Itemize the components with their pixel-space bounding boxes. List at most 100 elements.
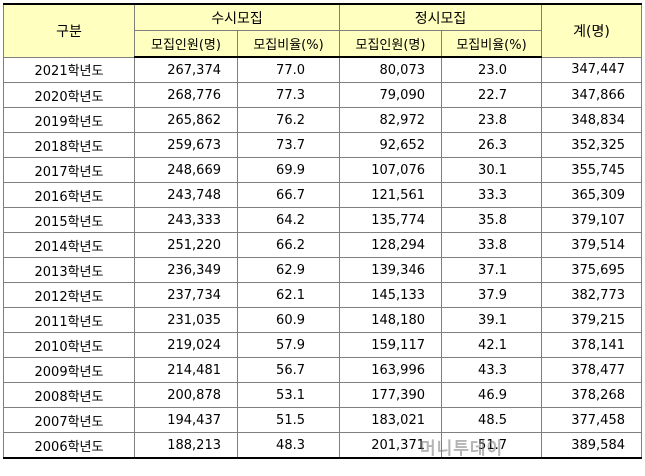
admissions-table: 구분 수시모집 정시모집 계(명) 모집인원(명) 모집비율(%) 모집인원(명… [3, 3, 642, 459]
table-row: 2014학년도 251,220 66.2 128,294 33.8 379,514 [3, 232, 642, 258]
cell-regular-count: 80,073 [339, 56, 442, 83]
table-row: 2006학년도 188,213 48.3 201,371 51.7 389,584 [3, 432, 642, 459]
cell-total: 347,866 [541, 82, 642, 108]
cell-early-count: 231,035 [134, 307, 238, 333]
table-row: 2016학년도 243,748 66.7 121,561 33.3 365,309 [3, 182, 642, 208]
table-row: 2019학년도 265,862 76.2 82,972 23.8 348,834 [3, 107, 642, 133]
cell-year: 2019학년도 [3, 107, 135, 133]
cell-early-count: 194,437 [134, 407, 238, 433]
cell-year: 2018학년도 [3, 132, 135, 158]
cell-year: 2017학년도 [3, 157, 135, 183]
cell-regular-count: 128,294 [339, 232, 442, 258]
cell-regular-rate: 37.9 [441, 282, 542, 308]
admissions-table-container: 구분 수시모집 정시모집 계(명) 모집인원(명) 모집비율(%) 모집인원(명… [3, 3, 642, 459]
cell-regular-count: 148,180 [339, 307, 442, 333]
cell-total: 378,477 [541, 357, 642, 383]
cell-early-rate: 73.7 [237, 132, 340, 158]
cell-early-rate: 48.3 [237, 432, 340, 459]
cell-early-count: 236,349 [134, 257, 238, 283]
table-row: 2018학년도 259,673 73.7 92,652 26.3 352,325 [3, 132, 642, 158]
table-row: 2021학년도 267,374 77.0 80,073 23.0 347,447 [3, 56, 642, 83]
table-row: 2010학년도 219,024 57.9 159,117 42.1 378,141 [3, 332, 642, 358]
cell-regular-count: 92,652 [339, 132, 442, 158]
header-early-rate: 모집비율(%) [237, 30, 340, 58]
cell-total: 378,268 [541, 382, 642, 408]
table-header: 구분 수시모집 정시모집 계(명) 모집인원(명) 모집비율(%) 모집인원(명… [3, 3, 642, 58]
cell-early-count: 243,333 [134, 207, 238, 233]
cell-regular-rate: 43.3 [441, 357, 542, 383]
cell-regular-count: 82,972 [339, 107, 442, 133]
cell-regular-count: 107,076 [339, 157, 442, 183]
cell-regular-rate: 39.1 [441, 307, 542, 333]
cell-year: 2020학년도 [3, 82, 135, 108]
table-row: 2008학년도 200,878 53.1 177,390 46.9 378,268 [3, 382, 642, 408]
cell-early-count: 268,776 [134, 82, 238, 108]
cell-early-rate: 60.9 [237, 307, 340, 333]
cell-total: 377,458 [541, 407, 642, 433]
cell-regular-count: 183,021 [339, 407, 442, 433]
cell-year: 2021학년도 [3, 56, 135, 83]
cell-early-rate: 57.9 [237, 332, 340, 358]
cell-year: 2014학년도 [3, 232, 135, 258]
cell-year: 2013학년도 [3, 257, 135, 283]
table-row: 2015학년도 243,333 64.2 135,774 35.8 379,107 [3, 207, 642, 233]
cell-regular-rate: 48.5 [441, 407, 542, 433]
header-regular-rate: 모집비율(%) [441, 30, 542, 58]
cell-early-count: 243,748 [134, 182, 238, 208]
cell-regular-rate: 26.3 [441, 132, 542, 158]
header-regular-admission: 정시모집 [339, 3, 542, 31]
cell-regular-rate: 42.1 [441, 332, 542, 358]
table-row: 2013학년도 236,349 62.9 139,346 37.1 375,695 [3, 257, 642, 283]
cell-early-count: 248,669 [134, 157, 238, 183]
table-row: 2011학년도 231,035 60.9 148,180 39.1 379,215 [3, 307, 642, 333]
cell-total: 352,325 [541, 132, 642, 158]
cell-year: 2016학년도 [3, 182, 135, 208]
cell-regular-count: 163,996 [339, 357, 442, 383]
cell-regular-rate: 37.1 [441, 257, 542, 283]
cell-early-count: 237,734 [134, 282, 238, 308]
cell-regular-rate: 30.1 [441, 157, 542, 183]
cell-early-rate: 77.3 [237, 82, 340, 108]
cell-early-count: 219,024 [134, 332, 238, 358]
cell-year: 2012학년도 [3, 282, 135, 308]
cell-total: 379,107 [541, 207, 642, 233]
cell-total: 379,514 [541, 232, 642, 258]
cell-total: 382,773 [541, 282, 642, 308]
cell-total: 348,834 [541, 107, 642, 133]
cell-regular-count: 159,117 [339, 332, 442, 358]
cell-early-rate: 56.7 [237, 357, 340, 383]
cell-early-rate: 51.5 [237, 407, 340, 433]
cell-regular-rate: 22.7 [441, 82, 542, 108]
cell-regular-rate: 33.8 [441, 232, 542, 258]
cell-regular-count: 121,561 [339, 182, 442, 208]
cell-early-count: 267,374 [134, 56, 238, 83]
table-row: 2007학년도 194,437 51.5 183,021 48.5 377,458 [3, 407, 642, 433]
cell-regular-rate: 51.7 [441, 432, 542, 459]
header-early-count: 모집인원(명) [134, 30, 238, 58]
table-row: 2020학년도 268,776 77.3 79,090 22.7 347,866 [3, 82, 642, 108]
cell-early-rate: 66.2 [237, 232, 340, 258]
cell-regular-count: 145,133 [339, 282, 442, 308]
cell-year: 2011학년도 [3, 307, 135, 333]
cell-early-rate: 69.9 [237, 157, 340, 183]
cell-early-rate: 66.7 [237, 182, 340, 208]
cell-regular-count: 135,774 [339, 207, 442, 233]
cell-early-count: 200,878 [134, 382, 238, 408]
cell-early-count: 251,220 [134, 232, 238, 258]
cell-regular-count: 201,371 [339, 432, 442, 459]
cell-early-rate: 62.1 [237, 282, 340, 308]
cell-year: 2009학년도 [3, 357, 135, 383]
cell-early-count: 259,673 [134, 132, 238, 158]
cell-total: 347,447 [541, 56, 642, 83]
table-row: 2009학년도 214,481 56.7 163,996 43.3 378,477 [3, 357, 642, 383]
cell-early-rate: 77.0 [237, 56, 340, 83]
cell-year: 2008학년도 [3, 382, 135, 408]
cell-regular-rate: 33.3 [441, 182, 542, 208]
cell-early-rate: 53.1 [237, 382, 340, 408]
header-category: 구분 [3, 3, 135, 58]
cell-regular-count: 177,390 [339, 382, 442, 408]
header-early-admission: 수시모집 [134, 3, 340, 31]
cell-early-count: 265,862 [134, 107, 238, 133]
cell-early-rate: 76.2 [237, 107, 340, 133]
cell-regular-count: 79,090 [339, 82, 442, 108]
